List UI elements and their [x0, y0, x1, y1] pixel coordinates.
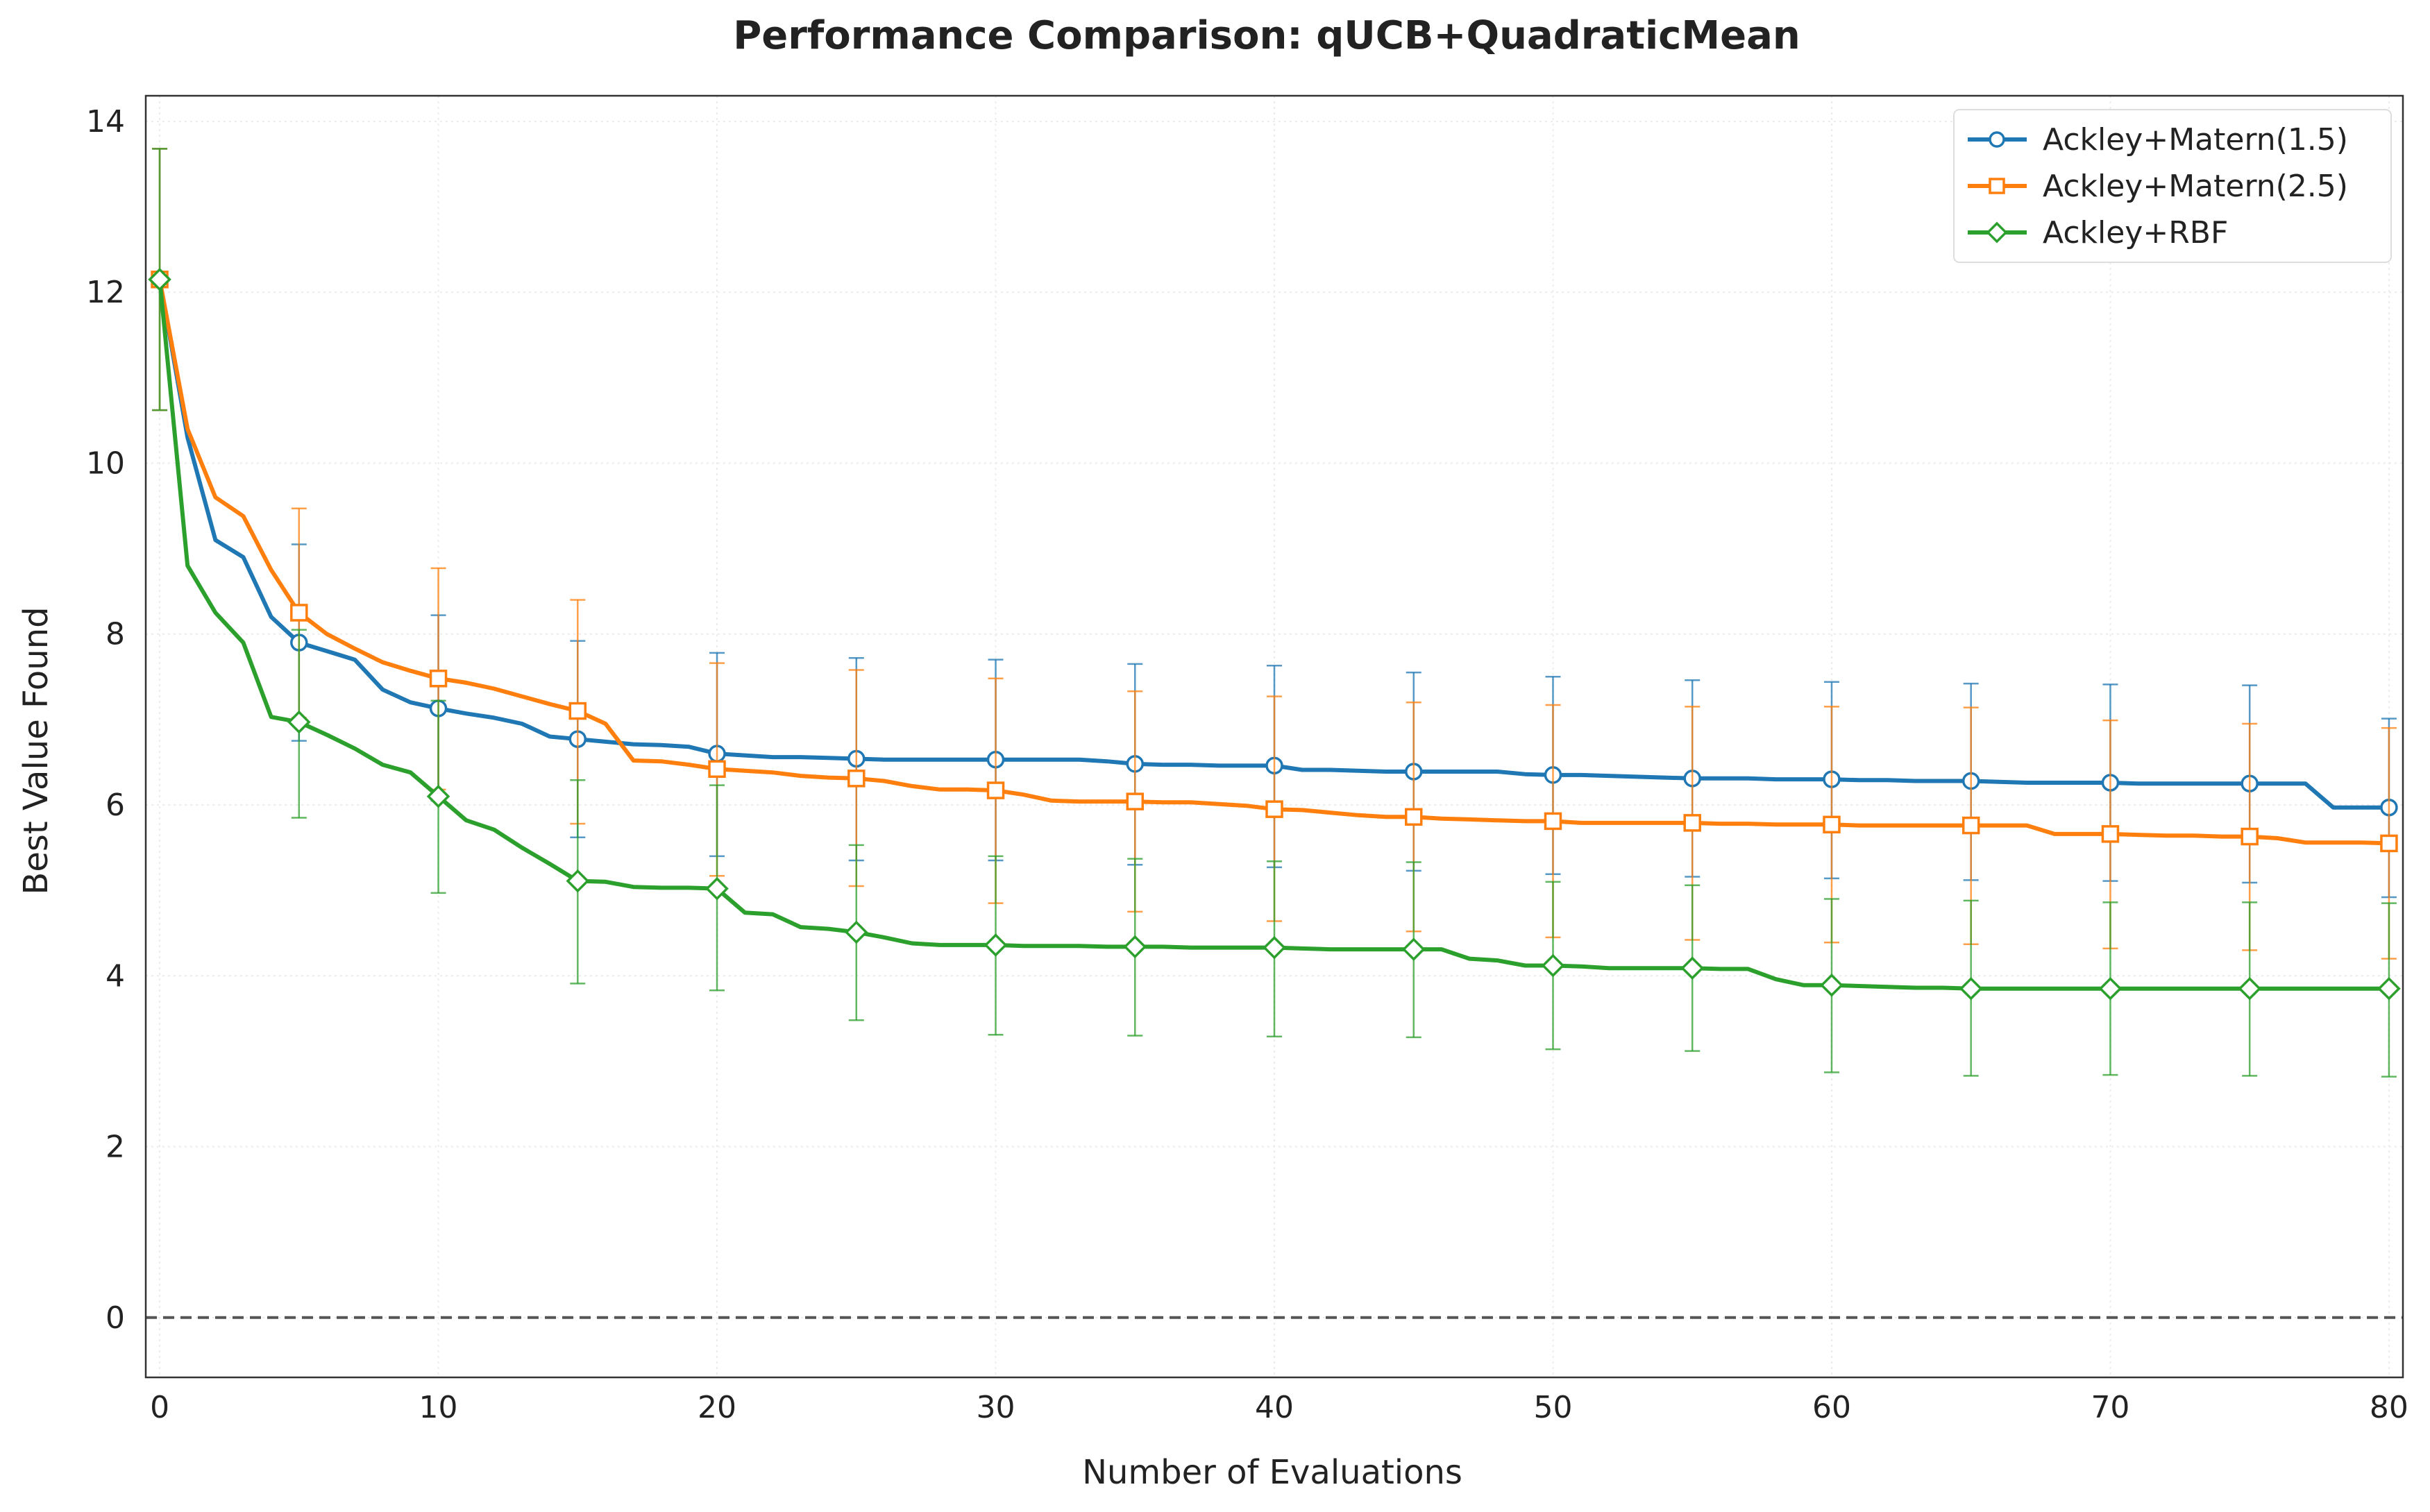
- x-tick-label: 80: [2370, 1390, 2408, 1425]
- legend-box: [1953, 109, 2392, 263]
- data-point: [1544, 812, 1562, 831]
- x-tick-label: 30: [977, 1390, 1015, 1425]
- y-tick-label: 10: [86, 445, 125, 481]
- data-point: [2380, 834, 2398, 853]
- data-point: [1404, 808, 1423, 826]
- data-point: [845, 920, 868, 944]
- y-axis-ticks: 0 2 4 6 8 10 12 14: [86, 104, 125, 1336]
- x-tick-label: 10: [419, 1390, 458, 1425]
- x-tick-label: 60: [1812, 1390, 1851, 1425]
- plot-frame: [144, 94, 2404, 1379]
- x-axis-ticks: 0 10 20 30 40 50 60 70 80: [150, 1390, 2408, 1425]
- legend-label: Ackley+Matern(2.5): [2043, 169, 2348, 204]
- data-point: [1959, 976, 1983, 1001]
- data-point: [708, 760, 726, 779]
- data-point: [148, 267, 171, 291]
- data-point: [2238, 976, 2261, 1001]
- data-point: [568, 702, 587, 720]
- data-point: [426, 784, 450, 808]
- data-point: [1123, 935, 1147, 959]
- data-point: [2098, 976, 2123, 1001]
- data-point: [986, 781, 1005, 799]
- y-tick-label: 8: [106, 617, 125, 652]
- data-point: [1680, 956, 1704, 980]
- y-axis-label: Best Value Found: [17, 606, 56, 894]
- legend-marker: [1986, 221, 2008, 244]
- x-tick-label: 40: [1255, 1390, 1294, 1425]
- legend-label: Ackley+Matern(1.5): [2043, 122, 2348, 158]
- legend-marker: [1989, 131, 2005, 148]
- legend: Ackley+Matern(1.5) Ackley+Matern(2.5) Ackl…: [1953, 109, 2392, 263]
- data-point: [287, 710, 311, 734]
- data-point: [429, 670, 448, 688]
- data-point: [2241, 827, 2259, 846]
- chart-title: Performance Comparison: qUCB+QuadraticMe…: [733, 13, 1800, 58]
- data-point: [1265, 800, 1283, 818]
- y-tick-label: 14: [86, 104, 125, 139]
- data-point: [1401, 937, 1426, 961]
- data-point: [1961, 816, 1980, 835]
- data-point: [1263, 935, 1286, 960]
- data-point: [290, 604, 308, 622]
- y-tick-label: 12: [86, 275, 125, 310]
- x-tick-label: 70: [2091, 1390, 2129, 1425]
- data-point: [1820, 974, 1843, 997]
- y-tick-label: 6: [106, 788, 125, 823]
- legend-marker: [1989, 178, 2005, 194]
- data-point: [1683, 814, 1701, 832]
- series-layer: [148, 148, 2401, 1078]
- x-tick-label: 50: [1533, 1390, 1572, 1425]
- data-point: [2101, 825, 2120, 843]
- data-point: [984, 933, 1008, 957]
- x-tick-label: 20: [698, 1390, 736, 1425]
- y-tick-label: 4: [106, 958, 125, 994]
- legend-label: Ackley+RBF: [2043, 215, 2228, 250]
- x-tick-label: 0: [150, 1390, 169, 1425]
- data-point: [2377, 976, 2401, 1001]
- y-tick-label: 0: [106, 1300, 125, 1336]
- data-point: [1541, 953, 1565, 978]
- data-point: [1823, 815, 1841, 834]
- data-point: [705, 876, 729, 901]
- data-point: [566, 869, 590, 893]
- y-tick-label: 2: [106, 1130, 125, 1165]
- data-point: [1126, 792, 1145, 810]
- series-3: [148, 148, 2401, 1078]
- x-axis-label: Number of Evaluations: [1082, 1453, 1462, 1492]
- data-point: [847, 770, 866, 788]
